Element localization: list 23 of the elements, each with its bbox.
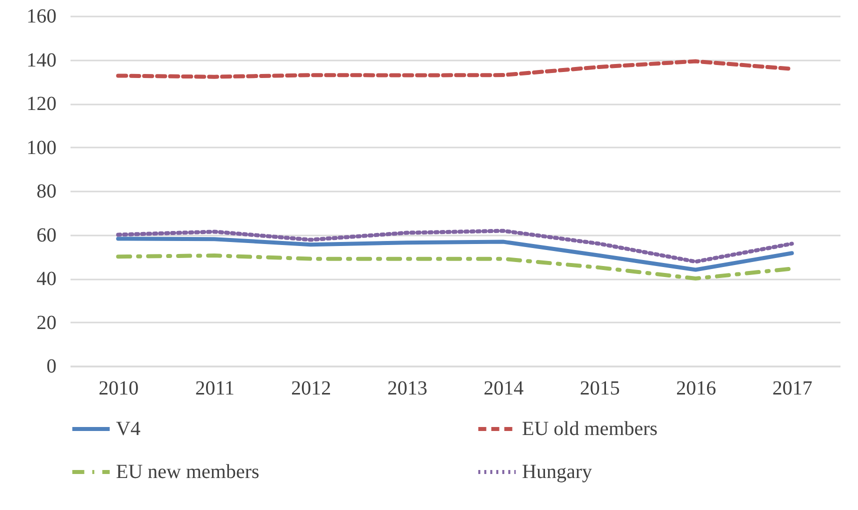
y-tick-label: 0 — [46, 356, 56, 378]
y-tick-label: 100 — [26, 136, 56, 159]
legend-label: EU old members — [522, 418, 658, 440]
line-series — [116, 236, 794, 272]
x-tick-label: 2016 — [676, 378, 716, 400]
y-tick-label: 140 — [26, 49, 56, 72]
y-tick-label: 160 — [26, 6, 56, 28]
y-tick-label: 60 — [36, 224, 56, 246]
legend-label: Hungary — [522, 461, 592, 483]
legend-label: EU new members — [116, 461, 260, 483]
y-tick-label: 40 — [36, 268, 56, 290]
x-tick-label: 2017 — [772, 378, 812, 400]
line-series — [116, 228, 794, 264]
x-tick-label: 2015 — [580, 378, 620, 400]
x-tick-label: 2011 — [195, 378, 235, 400]
x-tick-label: 2010 — [98, 378, 139, 400]
y-tick-label: 80 — [36, 180, 56, 202]
x-tick-label: 2012 — [291, 378, 332, 400]
x-tick-label: 2013 — [387, 378, 428, 400]
y-tick-label: 20 — [36, 312, 56, 334]
y-tick-label: 120 — [26, 93, 56, 115]
x-tick-label: 2014 — [484, 378, 524, 400]
legend-label: V4 — [116, 418, 140, 440]
